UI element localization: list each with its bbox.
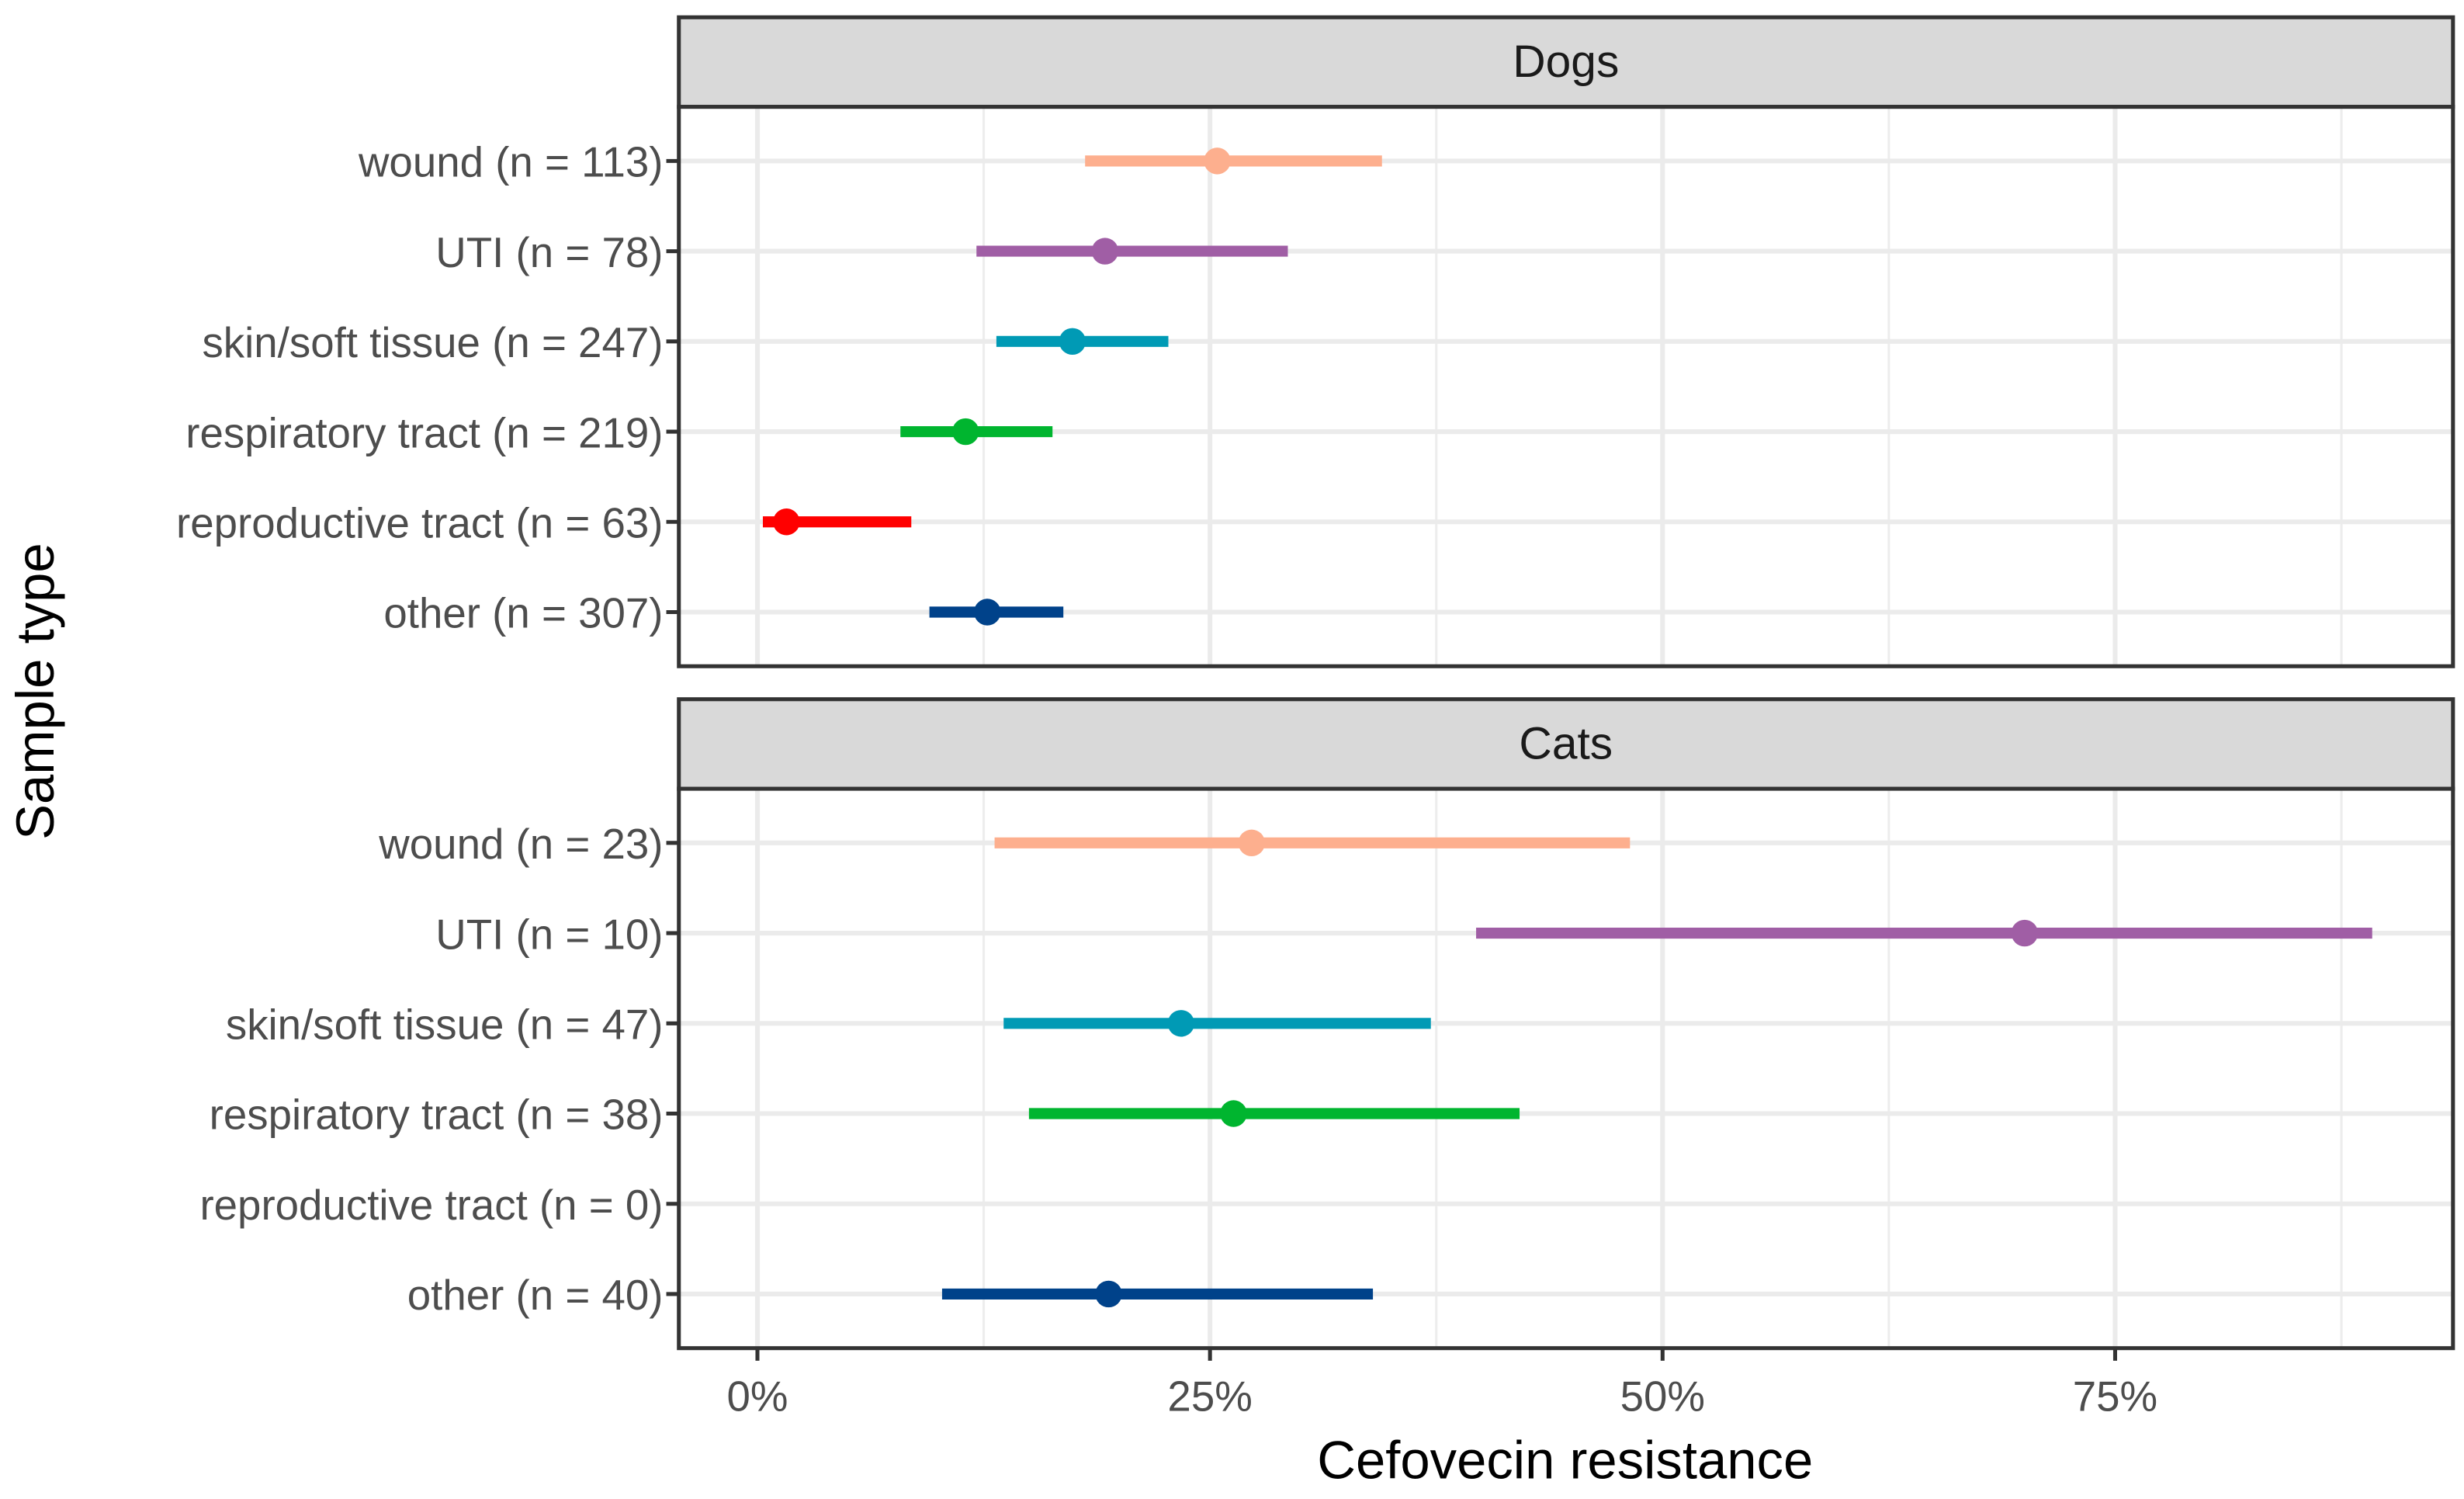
x-tick-label: 0% — [726, 1373, 788, 1421]
y-axis-title: Sample type — [5, 543, 65, 840]
x-tick-label: 25% — [1167, 1373, 1252, 1421]
x-axis-title: Cefovecin resistance — [1317, 1431, 1813, 1490]
estimate-point-other — [1095, 1280, 1122, 1308]
estimate-point-respiratory-tract — [952, 418, 979, 446]
estimate-point-uti — [1091, 238, 1119, 265]
estimate-point-other — [974, 599, 1001, 626]
estimate-point-skin-soft-tissue — [1059, 328, 1086, 356]
panel-border — [677, 786, 2455, 1351]
y-tick-label: skin/soft tissue (n = 47) — [226, 1001, 664, 1049]
estimate-point-wound — [1238, 829, 1266, 857]
y-tick-label: wound (n = 23) — [378, 821, 663, 868]
y-tick-label: respiratory tract (n = 38) — [210, 1091, 664, 1139]
facet-strip — [677, 697, 2455, 791]
panel-dogs: Dogs wound (n = 113) UTI (n = 78) skin/soft… — [176, 15, 2455, 668]
facet-strip-label: Dogs — [1513, 36, 1619, 87]
x-tick-label: 75% — [2073, 1373, 2157, 1421]
estimate-point-reproductive-tract — [773, 508, 800, 536]
y-tick-label: other (n = 40) — [407, 1272, 664, 1319]
estimate-point-skin-soft-tissue — [1167, 1010, 1195, 1037]
estimate-point-uti — [2011, 919, 2039, 947]
y-tick-label: UTI (n = 10) — [435, 911, 663, 958]
panel-border — [677, 105, 2455, 668]
facet-strip-label: Cats — [1519, 719, 1613, 769]
y-tick-label: respiratory tract (n = 219) — [185, 409, 663, 456]
estimate-point-wound — [1204, 147, 1231, 175]
panel-cats: Cats wound (n = 23) UTI (n = 10) skin/soft … — [199, 697, 2455, 1351]
x-tick-label: 50% — [1620, 1373, 1705, 1421]
y-tick-label: reproductive tract (n = 63) — [176, 500, 663, 547]
y-tick-label: skin/soft tissue (n = 247) — [202, 319, 663, 366]
panel-background — [678, 106, 2453, 667]
facet-strip — [677, 15, 2455, 109]
y-tick-label: UTI (n = 78) — [435, 229, 663, 276]
y-tick-label: wound (n = 113) — [358, 139, 664, 186]
y-tick-label: other (n = 307) — [383, 590, 663, 637]
panel-background — [678, 789, 2453, 1348]
y-tick-label: reproductive tract (n = 0) — [199, 1182, 663, 1229]
estimate-point-respiratory-tract — [1220, 1100, 1247, 1127]
